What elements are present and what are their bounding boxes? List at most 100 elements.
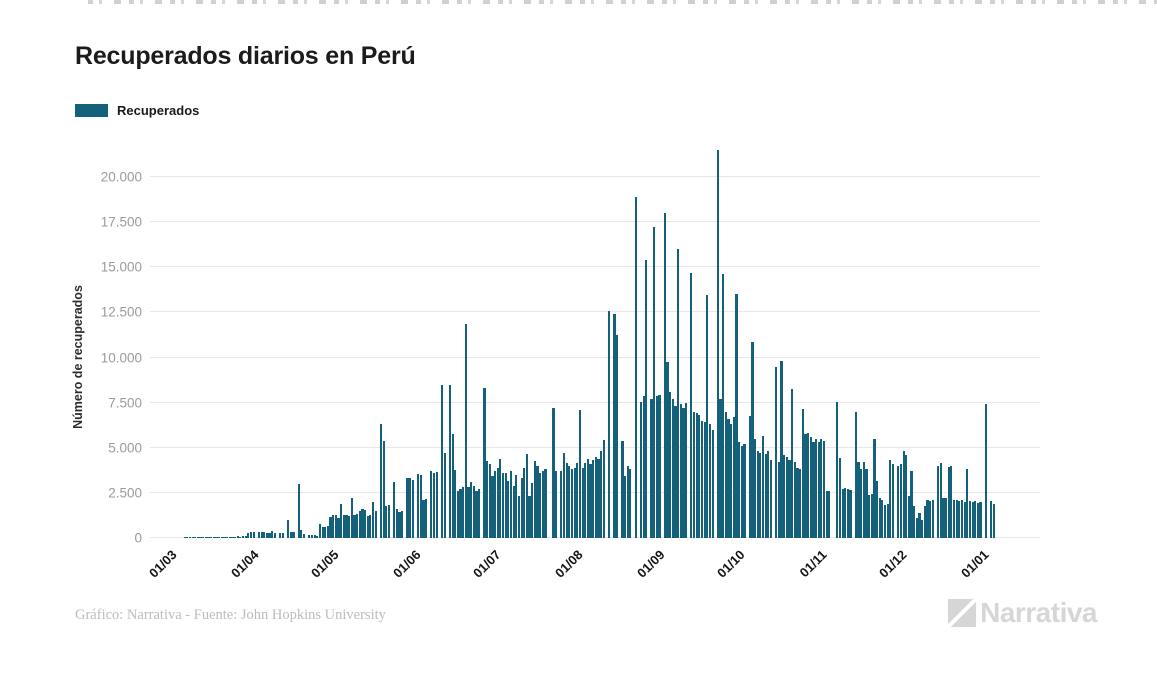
- bar[interactable]: [629, 469, 632, 538]
- bar[interactable]: [671, 399, 674, 538]
- bar[interactable]: [326, 525, 330, 538]
- bar[interactable]: [846, 489, 849, 538]
- bar[interactable]: [406, 478, 409, 538]
- bar[interactable]: [273, 532, 276, 538]
- bar[interactable]: [753, 438, 757, 538]
- bar[interactable]: [799, 469, 802, 538]
- bar[interactable]: [899, 464, 903, 538]
- bar[interactable]: [836, 402, 839, 538]
- bar[interactable]: [857, 462, 860, 538]
- bar[interactable]: [868, 494, 871, 538]
- bar[interactable]: [472, 485, 475, 538]
- bar[interactable]: [507, 481, 510, 538]
- bar[interactable]: [748, 415, 751, 538]
- bar[interactable]: [658, 395, 661, 538]
- bar[interactable]: [952, 500, 956, 538]
- bar[interactable]: [923, 505, 926, 538]
- bar[interactable]: [759, 453, 762, 538]
- bar[interactable]: [937, 465, 940, 538]
- bar[interactable]: [639, 401, 643, 538]
- bar[interactable]: [666, 361, 669, 538]
- bar[interactable]: [215, 536, 218, 538]
- bar[interactable]: [944, 498, 948, 538]
- bar[interactable]: [552, 408, 555, 538]
- bar[interactable]: [207, 537, 210, 538]
- bar[interactable]: [817, 442, 820, 538]
- bar[interactable]: [249, 531, 253, 538]
- bar[interactable]: [727, 418, 730, 538]
- bar[interactable]: [302, 534, 306, 538]
- bar[interactable]: [979, 501, 982, 538]
- bar[interactable]: [223, 536, 226, 538]
- bar[interactable]: [525, 454, 528, 538]
- bar[interactable]: [337, 518, 340, 538]
- bar[interactable]: [589, 464, 592, 538]
- bar[interactable]: [663, 212, 666, 538]
- bar[interactable]: [889, 460, 892, 538]
- bar[interactable]: [921, 519, 924, 538]
- bar[interactable]: [204, 537, 207, 538]
- bar[interactable]: [679, 404, 682, 538]
- bar[interactable]: [968, 501, 972, 538]
- bar[interactable]: [464, 323, 467, 538]
- bar[interactable]: [517, 496, 521, 538]
- bar[interactable]: [788, 460, 791, 538]
- bar[interactable]: [756, 450, 759, 538]
- bar[interactable]: [430, 471, 433, 538]
- bar[interactable]: [520, 477, 523, 538]
- bar[interactable]: [897, 465, 900, 538]
- bar[interactable]: [475, 491, 478, 538]
- bar[interactable]: [984, 403, 987, 538]
- bar[interactable]: [955, 499, 958, 538]
- bar[interactable]: [695, 413, 698, 538]
- bar[interactable]: [287, 519, 290, 538]
- bar[interactable]: [915, 518, 918, 538]
- bar[interactable]: [462, 487, 465, 538]
- bar[interactable]: [992, 503, 995, 538]
- bar[interactable]: [279, 532, 282, 538]
- bar[interactable]: [363, 510, 367, 538]
- bar[interactable]: [419, 474, 422, 538]
- bar[interactable]: [809, 436, 812, 538]
- bar[interactable]: [257, 532, 261, 538]
- bar[interactable]: [568, 465, 571, 538]
- bar[interactable]: [785, 456, 788, 538]
- bar[interactable]: [345, 515, 348, 538]
- bar[interactable]: [820, 438, 823, 538]
- bar[interactable]: [478, 489, 481, 538]
- bar[interactable]: [958, 501, 961, 538]
- bar[interactable]: [931, 500, 934, 538]
- bar[interactable]: [602, 439, 605, 538]
- bar[interactable]: [454, 470, 457, 538]
- bar[interactable]: [308, 535, 311, 538]
- bar[interactable]: [597, 458, 600, 538]
- bar[interactable]: [350, 498, 353, 538]
- bar[interactable]: [764, 454, 767, 538]
- bar[interactable]: [509, 471, 513, 538]
- bar[interactable]: [634, 197, 637, 538]
- bar[interactable]: [849, 490, 852, 538]
- bar[interactable]: [804, 434, 807, 538]
- bar[interactable]: [435, 472, 438, 538]
- bar[interactable]: [496, 467, 499, 538]
- bar[interactable]: [239, 536, 242, 538]
- bar[interactable]: [942, 497, 945, 538]
- bar[interactable]: [677, 249, 680, 538]
- bar[interactable]: [645, 260, 648, 538]
- bar[interactable]: [565, 462, 568, 538]
- bar[interactable]: [910, 471, 913, 538]
- bar[interactable]: [398, 511, 401, 538]
- bar[interactable]: [194, 537, 197, 538]
- bar[interactable]: [692, 411, 696, 538]
- bar[interactable]: [706, 295, 709, 538]
- bar[interactable]: [913, 506, 916, 538]
- bar[interactable]: [682, 408, 685, 538]
- bar[interactable]: [822, 440, 826, 538]
- bar[interactable]: [411, 480, 414, 538]
- bar[interactable]: [382, 440, 385, 538]
- bar[interactable]: [740, 445, 743, 538]
- bar[interactable]: [443, 453, 446, 538]
- bar[interactable]: [669, 391, 672, 538]
- bar[interactable]: [374, 510, 377, 538]
- bar[interactable]: [947, 466, 950, 538]
